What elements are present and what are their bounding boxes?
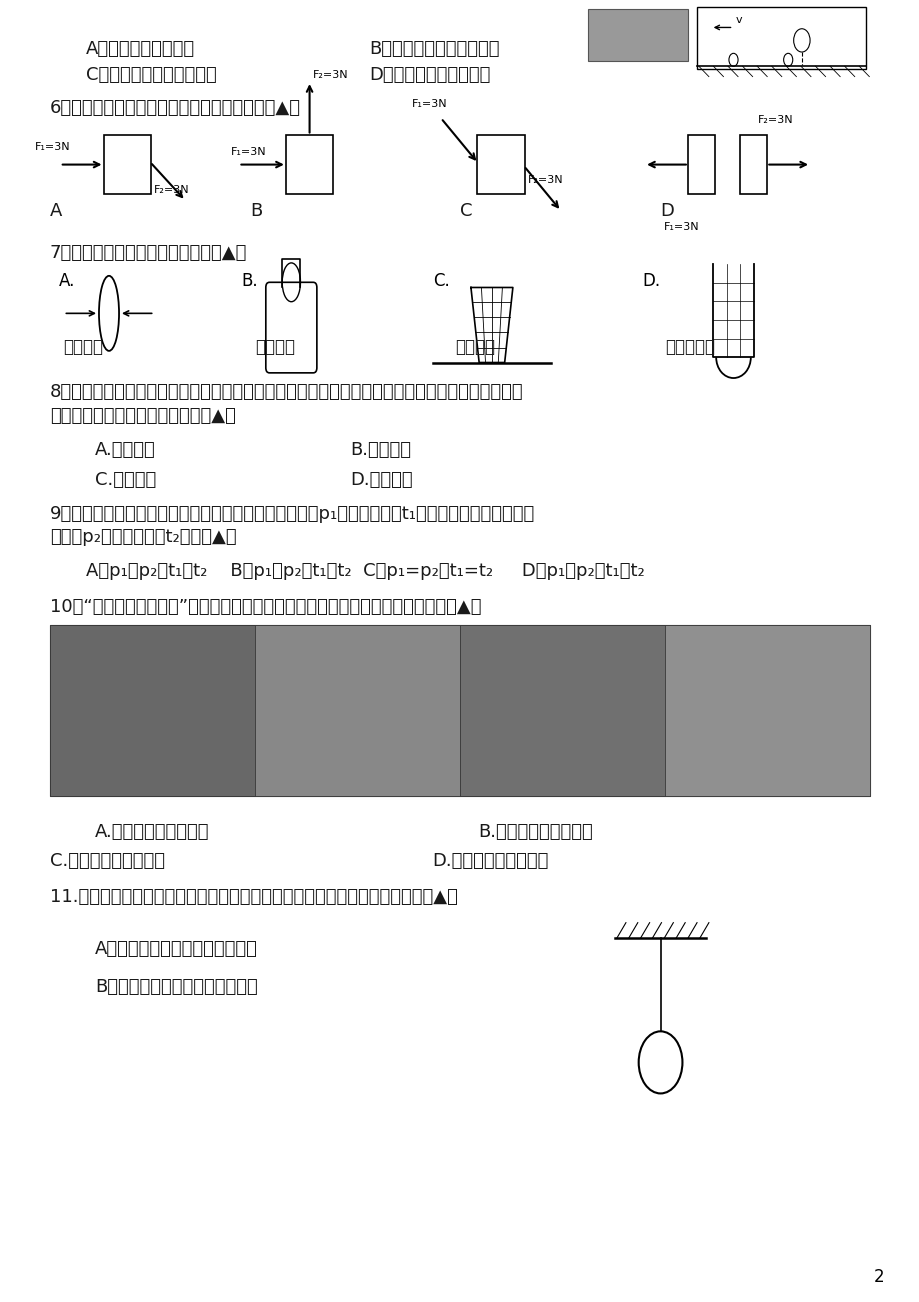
Text: 9．小华在暑假攻登一高山，他在山脚下时，测得气压为p₁，水的永点为t₁；当他到达山顶时，测得: 9．小华在暑假攻登一高山，他在山脚下时，测得气压为p₁，水的永点为t₁；当他到达… — [50, 505, 535, 523]
Text: 直方向成一角度时，说明汽车在（▲）: 直方向成一角度时，说明汽车在（▲） — [50, 406, 235, 424]
Text: B、力是物体对物体的作用: B、力是物体对物体的作用 — [369, 40, 499, 59]
Text: A: A — [50, 202, 62, 220]
Text: F₁=3N: F₁=3N — [35, 142, 71, 151]
Text: F₁=3N: F₁=3N — [231, 147, 267, 156]
Text: D.企鹅向后划水而前进: D.企鹅向后划水而前进 — [432, 852, 549, 870]
Text: D、重力的方向竖直向下: D、重力的方向竖直向下 — [369, 66, 490, 85]
Bar — [477, 135, 524, 194]
Text: F₂=3N: F₂=3N — [757, 115, 793, 125]
Text: A.: A. — [59, 272, 75, 290]
Text: F₁=3N: F₁=3N — [411, 99, 447, 109]
Text: F₂=3N: F₂=3N — [153, 185, 189, 195]
Bar — [697, 7, 865, 69]
Text: C.匀速行驶: C.匀速行驶 — [96, 471, 156, 490]
Text: 11.用细绳将小球静止悬吹在天花板上。下列关于平衡力的说法属于正确的是（▲）: 11.用细绳将小球静止悬吹在天花板上。下列关于平衡力的说法属于正确的是（▲） — [50, 888, 457, 906]
Bar — [739, 135, 766, 194]
Text: C、力可以改变物体的形状: C、力可以改变物体的形状 — [86, 66, 217, 85]
Bar — [286, 135, 333, 194]
Bar — [664, 625, 869, 796]
Bar — [50, 625, 869, 796]
Text: C: C — [460, 202, 472, 220]
Text: B.加速行驶: B.加速行驶 — [350, 441, 411, 460]
Text: F₂=3N: F₂=3N — [312, 70, 348, 79]
Bar — [460, 625, 664, 796]
Text: B．球对绳的拉力和绳对球的拉力: B．球对绳的拉力和绳对球的拉力 — [96, 978, 258, 996]
Text: B.鱿鱼向前喷水而后退: B.鱿鱼向前喷水而后退 — [478, 823, 593, 841]
Text: D.: D. — [641, 272, 660, 290]
Text: 2: 2 — [873, 1268, 884, 1286]
Text: 7．下列不能说明大气压存在的是（▲）: 7．下列不能说明大气压存在的是（▲） — [50, 243, 247, 262]
Bar — [687, 135, 714, 194]
Text: A.减速行驶: A.减速行驶 — [96, 441, 156, 460]
Text: C.: C. — [432, 272, 448, 290]
Bar — [255, 625, 460, 796]
Text: D: D — [660, 202, 674, 220]
Text: 瓶吞鸡蛋: 瓶吞鸡蛋 — [255, 339, 295, 355]
Text: A．p₁＜p₂，t₁＜t₂    B．p₁＞p₂，t₁＞t₂  C．p₁=p₂，t₁=t₂     D．p₁＜p₂，t₁＞t₂: A．p₁＜p₂，t₁＜t₂ B．p₁＞p₂，t₁＞t₂ C．p₁=p₂，t₁=t… — [86, 561, 644, 579]
Text: D.无法确定: D.无法确定 — [350, 471, 413, 490]
Bar — [104, 135, 151, 194]
Text: 10．“力的作用是相互的”，下列四种动物的运动情况主要不是利用这一原理的是（▲）: 10．“力的作用是相互的”，下列四种动物的运动情况主要不是利用这一原理的是（▲） — [50, 598, 481, 616]
Text: F₁=3N: F₁=3N — [663, 223, 698, 232]
Text: A．球所受的重力和球对绳的拉力: A．球所受的重力和球对绳的拉力 — [96, 940, 258, 957]
Text: C.金鱼因鳕充气而上浮: C.金鱼因鳕充气而上浮 — [50, 852, 165, 870]
Text: A.水母向下喷水而上升: A.水母向下喷水而上升 — [96, 823, 210, 841]
Bar — [587, 9, 687, 61]
Text: v: v — [734, 14, 741, 25]
Text: 8．在平直公路上行驶的汽车里悬挂一小球，如图所示，在汽车前进的方向上，当悬线摆向前方与竖: 8．在平直公路上行驶的汽车里悬挂一小球，如图所示，在汽车前进的方向上，当悬线摆向… — [50, 383, 523, 401]
Text: 6．下面各图中，所画的两个力彼此平衡的是（▲）: 6．下面各图中，所画的两个力彼此平衡的是（▲） — [50, 99, 301, 117]
Bar — [50, 625, 255, 796]
Text: B: B — [250, 202, 262, 220]
Text: 气压为p₂，水的永点为t₂，则（▲）: 气压为p₂，水的永点为t₂，则（▲） — [50, 529, 236, 546]
Text: 橡皮膜凸出: 橡皮膜凸出 — [664, 339, 714, 355]
Text: B.: B. — [241, 272, 257, 290]
Text: A、力的作用是相互的: A、力的作用是相互的 — [86, 40, 195, 59]
Text: F₂=3N: F₂=3N — [527, 174, 562, 185]
Text: 纸托水杯: 纸托水杯 — [455, 339, 495, 355]
Text: 皮磍对吸: 皮磍对吸 — [63, 339, 103, 355]
